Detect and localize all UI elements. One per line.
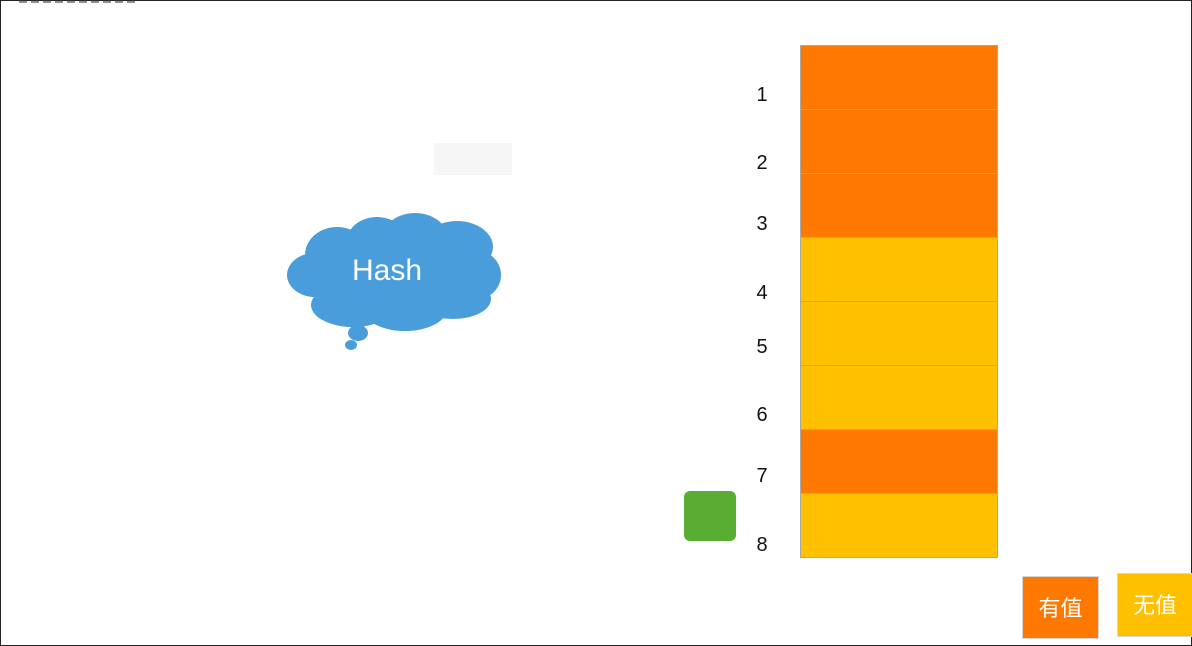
index-label-6: 6 xyxy=(756,404,768,426)
hash-slot-3 xyxy=(800,174,998,238)
hash-slot-6 xyxy=(800,366,998,430)
hash-slot-5 xyxy=(800,302,998,366)
hash-table xyxy=(800,45,998,558)
faint-placeholder-box xyxy=(434,143,512,175)
hash-slot-4 xyxy=(800,238,998,302)
index-label-5: 5 xyxy=(756,336,768,358)
insert-pointer-marker xyxy=(684,491,736,541)
index-label-4: 4 xyxy=(756,282,768,304)
hash-slot-1 xyxy=(800,45,998,110)
top-edge-mark xyxy=(19,0,135,3)
hash-cloud-icon xyxy=(287,213,501,350)
index-label-2: 2 xyxy=(756,152,768,174)
hash-slot-2 xyxy=(800,110,998,174)
hash-slot-8 xyxy=(800,494,998,558)
hash-label: Hash xyxy=(351,254,423,287)
legend-filled: 有值 xyxy=(1022,576,1099,639)
legend-empty: 无值 xyxy=(1117,573,1192,637)
index-label-8: 8 xyxy=(756,534,768,556)
index-label-1: 1 xyxy=(756,84,768,106)
index-label-3: 3 xyxy=(756,213,768,235)
hash-slot-7 xyxy=(800,430,998,494)
index-label-7: 7 xyxy=(756,465,768,487)
